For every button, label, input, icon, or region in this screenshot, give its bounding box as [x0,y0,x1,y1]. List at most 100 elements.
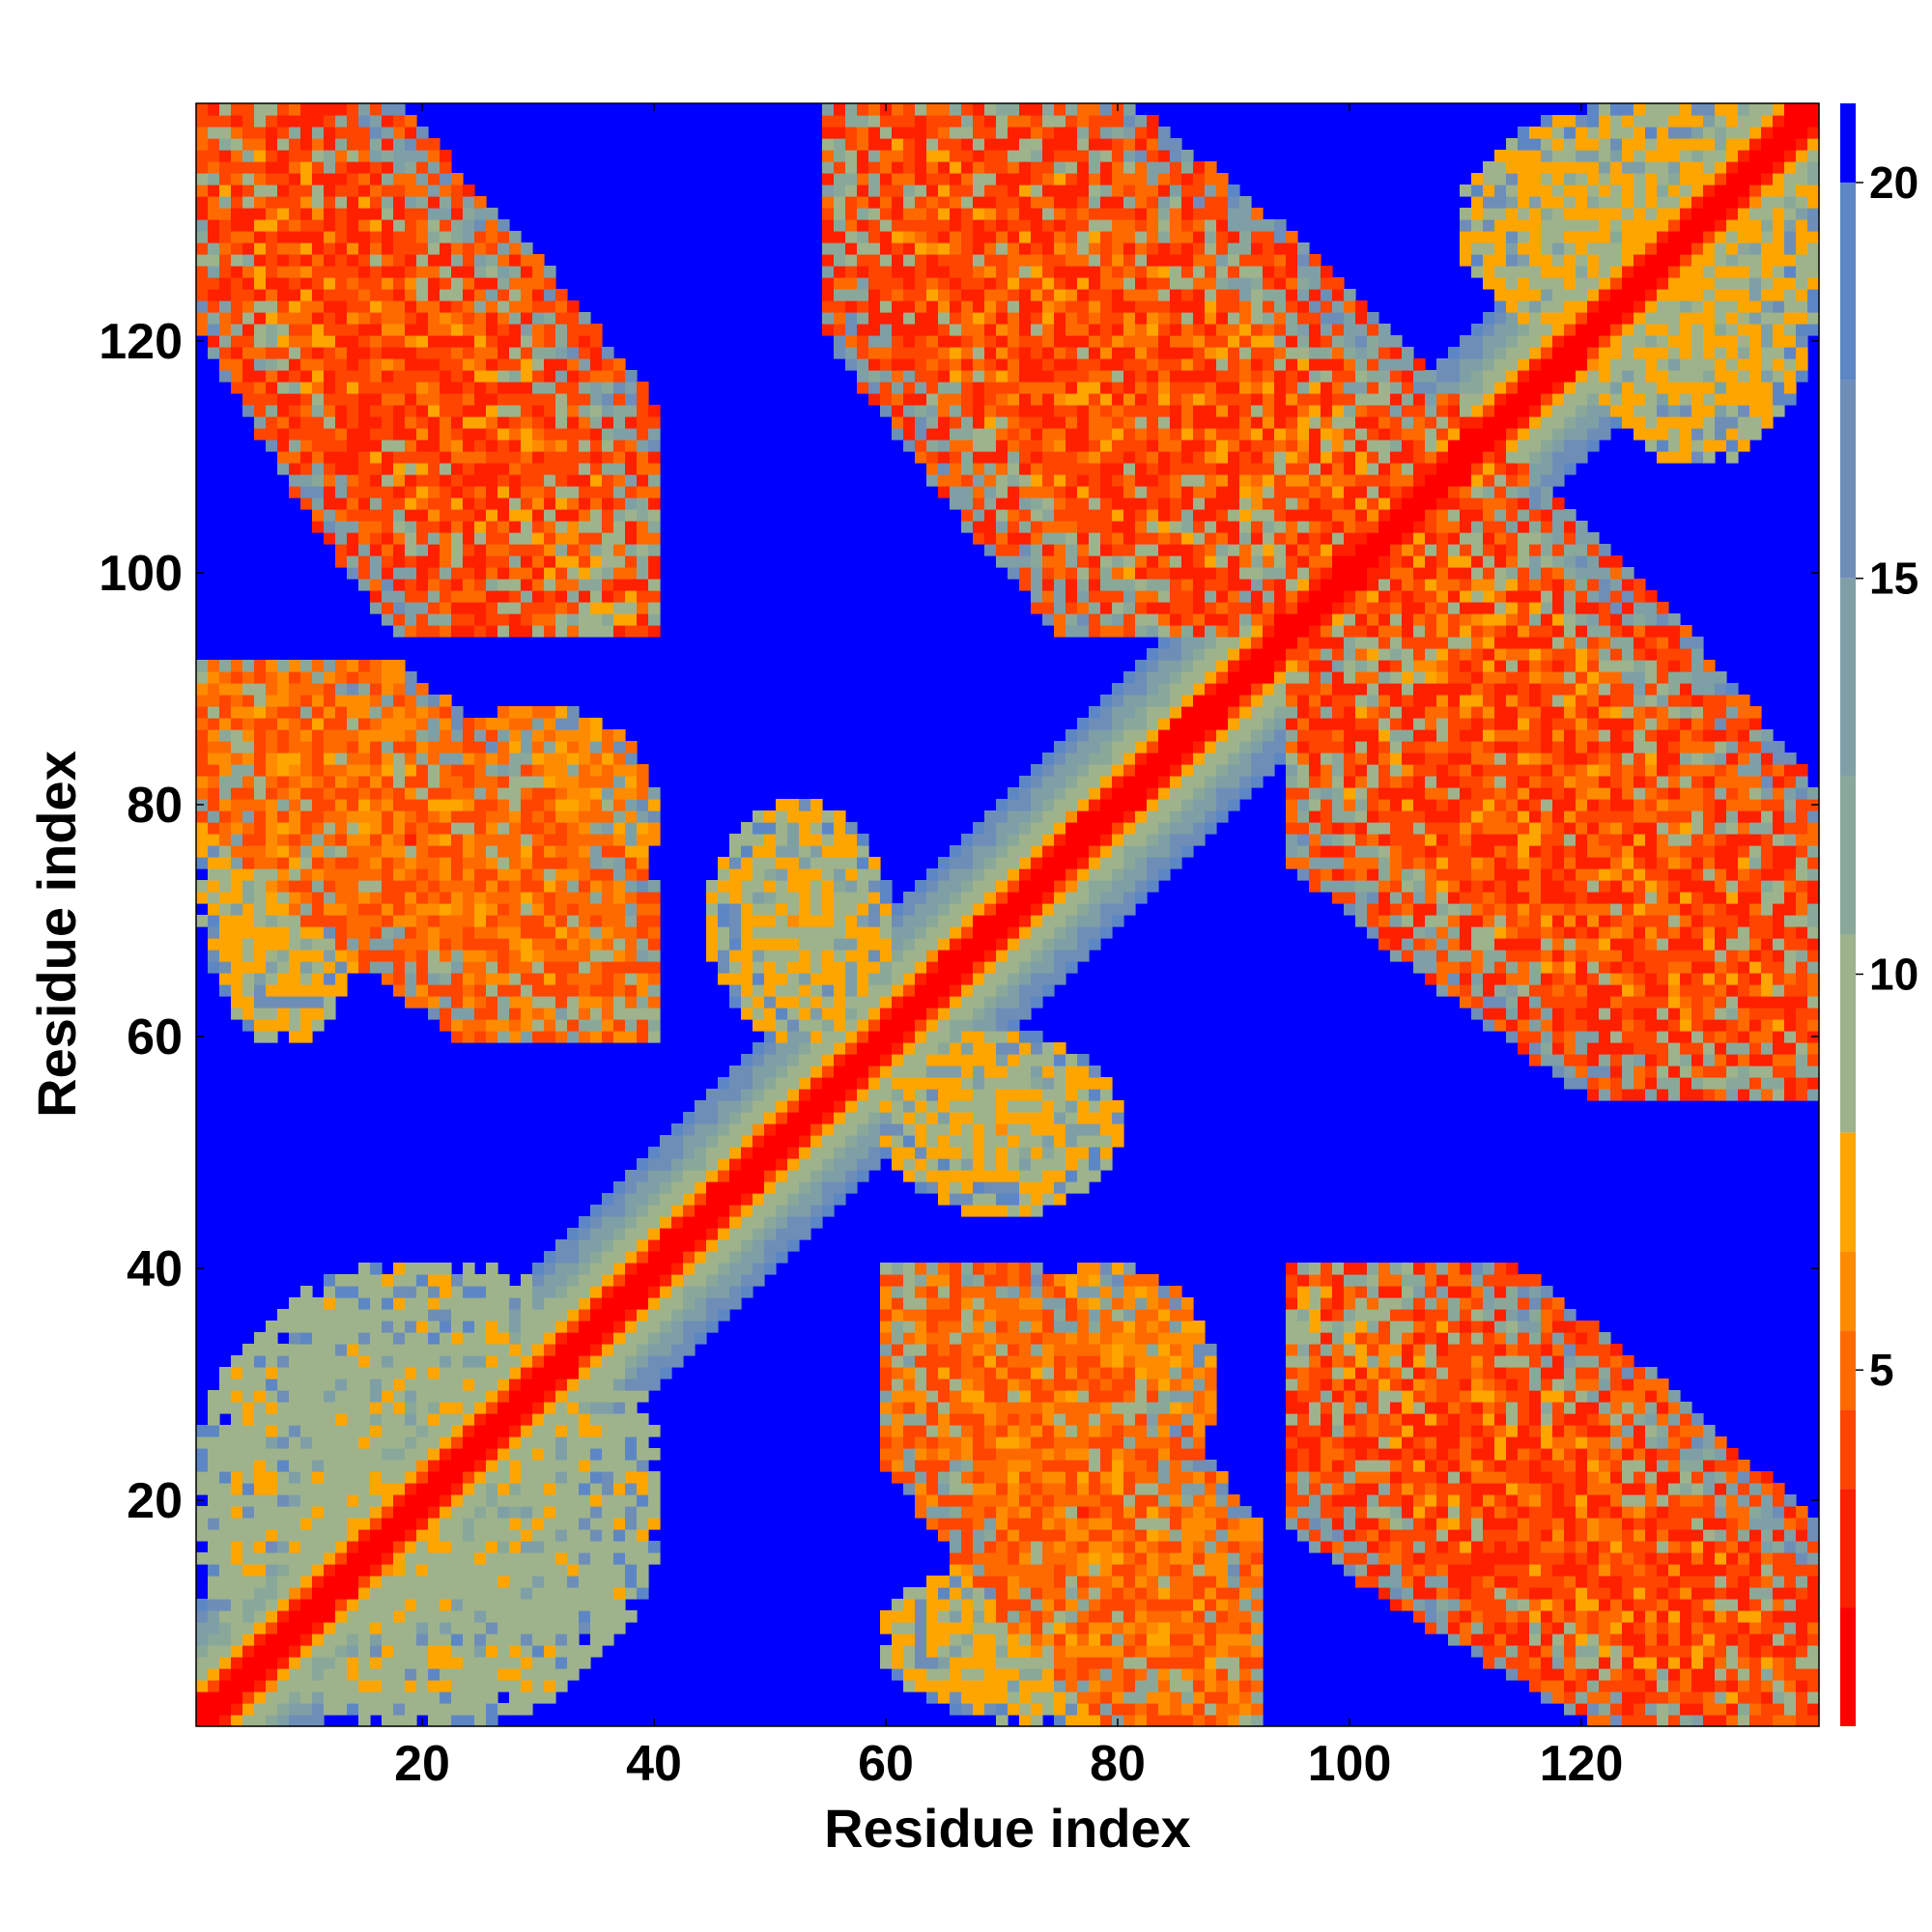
heatmap-cell [416,532,429,545]
heatmap-cell [903,300,916,313]
heatmap-cell [451,1321,464,1333]
heatmap-cell [393,1691,406,1704]
heatmap-cell [440,370,452,383]
heatmap-cell [416,915,429,927]
heatmap-cell [324,1355,336,1368]
heatmap-cell [335,984,348,997]
heatmap-cell [532,926,545,939]
heatmap-cell [405,822,417,835]
heatmap-cell [497,463,510,475]
heatmap-cell [903,277,916,290]
heatmap-cell [393,1576,406,1588]
heatmap-cell [324,1425,336,1437]
heatmap-cell [219,103,232,116]
heatmap-cell [834,312,846,325]
heatmap-cell [196,1425,209,1437]
heatmap-cell [486,486,498,498]
heatmap-cell [892,950,904,962]
heatmap-cell [880,1460,893,1472]
heatmap-cell [613,1448,626,1461]
heatmap-cell [625,1448,638,1461]
heatmap-cell [579,463,591,475]
heatmap-cell [613,1402,626,1414]
heatmap-cell [382,115,394,128]
heatmap-cell [451,1645,464,1658]
heatmap-cell [822,926,835,939]
heatmap-cell [231,370,243,383]
heatmap-cell [289,1344,301,1356]
heatmap-cell [799,1065,811,1078]
heatmap-cell [555,312,568,325]
heatmap-cell [300,486,313,498]
heatmap-cell [451,382,464,394]
heatmap-cell [903,242,916,255]
heatmap-cell [312,926,325,939]
heatmap-cell [521,1436,533,1449]
heatmap-cell [590,1436,603,1449]
heatmap-cell [440,950,452,962]
heatmap-cell [683,1239,696,1252]
heatmap-cell [486,428,498,440]
heatmap-cell [231,103,243,116]
heatmap-cell [277,196,290,209]
heatmap-cell [555,335,568,348]
heatmap-cell [579,613,591,626]
heatmap-cell [242,1448,255,1461]
heatmap-cell [370,741,383,753]
heatmap-cell [637,428,649,440]
heatmap-cell [335,544,348,556]
heatmap-cell [208,1703,220,1716]
heatmap-cell [868,161,881,174]
heatmap-cell [625,1170,638,1182]
heatmap-cell [196,289,209,301]
heatmap-cell [718,1309,730,1321]
heatmap-cell [590,1390,603,1403]
heatmap-cell [590,509,603,522]
heatmap-cell [335,973,348,985]
heatmap-cell [277,103,290,116]
heatmap-cell [521,370,533,383]
heatmap-cell [196,1634,209,1646]
heatmap-cell [521,358,533,371]
heatmap-cell [428,915,440,927]
heatmap-cell [393,335,406,348]
heatmap-cell [300,382,313,394]
heatmap-cell [497,1657,510,1669]
heatmap-cell [776,1089,788,1101]
heatmap-cell [787,1147,800,1159]
heatmap-cell [416,1286,429,1298]
heatmap-cell [544,440,556,452]
heatmap-cell [358,741,371,753]
heatmap-cell [590,1552,603,1565]
heatmap-cell [428,1321,440,1333]
heatmap-cell [196,1610,209,1623]
heatmap-cell [324,1402,336,1414]
heatmap-cell [532,1494,545,1507]
heatmap-cell [289,428,301,440]
heatmap-cell [834,1042,846,1055]
heatmap-cell [393,103,406,116]
heatmap-cell [428,984,440,997]
heatmap-cell [416,1436,429,1449]
heatmap-cell [312,1332,325,1345]
heatmap-cell [393,984,406,997]
heatmap-cell [509,938,522,951]
heatmap-cell [440,242,452,255]
heatmap-cell [289,103,301,116]
heatmap-cell [776,799,788,811]
heatmap-cell [324,1494,336,1507]
heatmap-cell [776,950,788,962]
heatmap-cell [254,695,267,707]
heatmap-cell [335,1460,348,1472]
heatmap-cell [880,1622,893,1634]
heatmap-cell [625,428,638,440]
heatmap-cell [393,1541,406,1553]
heatmap-cell [196,1668,209,1681]
heatmap-cell [242,382,255,394]
heatmap-cell [555,1309,568,1321]
heatmap-cell [497,787,510,800]
heatmap-cell [486,1587,498,1600]
heatmap-cell [637,1541,649,1553]
heatmap-cell [242,1610,255,1623]
heatmap-cell [451,416,464,429]
